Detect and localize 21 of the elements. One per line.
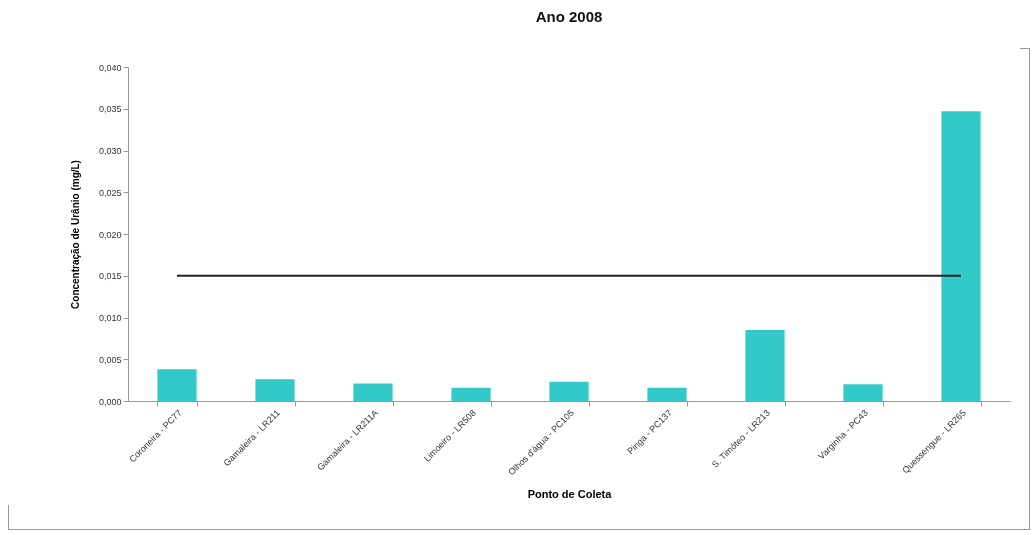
- y-tick-label: 0,005: [98, 354, 122, 365]
- chart-title: Ano 2008: [535, 8, 603, 25]
- y-axis-title: Concentração de Urânio (mg/L): [69, 160, 81, 309]
- y-tick-label: 0,035: [98, 104, 122, 115]
- bar: [157, 369, 197, 401]
- bar: [647, 387, 687, 401]
- bar: [843, 384, 883, 401]
- bar: [549, 381, 589, 401]
- y-tick-label: 0,015: [98, 271, 122, 282]
- y-tick-label: 0,010: [98, 313, 122, 323]
- y-tick-label: 0,030: [98, 146, 122, 156]
- y-tick-label: 0,020: [98, 229, 122, 240]
- y-tick-label: 0,040: [98, 62, 122, 73]
- bar: [353, 383, 393, 401]
- bar: [745, 330, 785, 401]
- x-axis-title: Ponto de Coleta: [527, 488, 613, 501]
- y-tick-label: 0,000: [98, 396, 122, 407]
- bar: [451, 387, 491, 401]
- y-tick-label: 0,025: [98, 187, 122, 198]
- bar: [255, 379, 295, 401]
- bar: [941, 111, 981, 401]
